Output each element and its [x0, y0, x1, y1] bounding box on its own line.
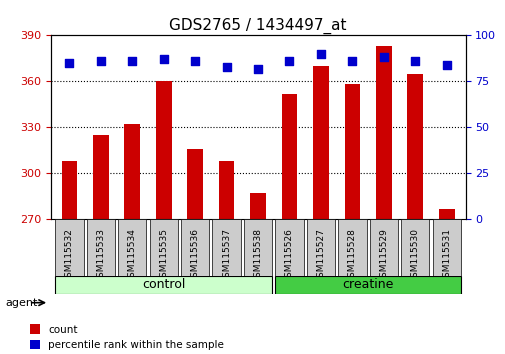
- Text: GSM115532: GSM115532: [65, 228, 74, 283]
- Bar: [93, 135, 109, 219]
- FancyBboxPatch shape: [369, 219, 397, 276]
- Bar: [375, 46, 391, 219]
- Text: GSM115527: GSM115527: [316, 228, 325, 283]
- FancyBboxPatch shape: [118, 219, 146, 276]
- Bar: [156, 81, 171, 219]
- Text: GSM115536: GSM115536: [190, 228, 199, 283]
- FancyBboxPatch shape: [243, 219, 272, 276]
- Point: [285, 58, 293, 64]
- Bar: [313, 66, 328, 219]
- FancyBboxPatch shape: [55, 219, 83, 276]
- FancyBboxPatch shape: [306, 219, 334, 276]
- FancyBboxPatch shape: [86, 219, 115, 276]
- FancyBboxPatch shape: [181, 219, 209, 276]
- Point: [347, 58, 356, 64]
- Title: GDS2765 / 1434497_at: GDS2765 / 1434497_at: [169, 18, 346, 34]
- Text: agent: agent: [5, 298, 37, 308]
- Text: GSM115538: GSM115538: [253, 228, 262, 283]
- Bar: [344, 85, 360, 219]
- Text: GSM115530: GSM115530: [410, 228, 419, 283]
- Point: [65, 60, 73, 66]
- Bar: [62, 161, 77, 219]
- FancyBboxPatch shape: [400, 219, 429, 276]
- Text: control: control: [142, 279, 185, 291]
- Point: [128, 58, 136, 64]
- Point: [96, 58, 105, 64]
- FancyBboxPatch shape: [337, 219, 366, 276]
- Text: GSM115533: GSM115533: [96, 228, 105, 283]
- Point: [160, 57, 168, 62]
- Legend: count, percentile rank within the sample: count, percentile rank within the sample: [25, 320, 228, 354]
- Bar: [187, 149, 203, 219]
- Point: [316, 51, 324, 57]
- Bar: [407, 74, 422, 219]
- Text: GSM115526: GSM115526: [284, 228, 293, 283]
- Bar: [249, 193, 266, 219]
- Point: [222, 64, 230, 69]
- Text: GSM115537: GSM115537: [222, 228, 231, 283]
- Text: GSM115534: GSM115534: [128, 228, 136, 283]
- Text: GSM115535: GSM115535: [159, 228, 168, 283]
- FancyBboxPatch shape: [432, 219, 460, 276]
- FancyBboxPatch shape: [275, 276, 460, 294]
- Text: creatine: creatine: [342, 279, 393, 291]
- Text: GSM115528: GSM115528: [347, 228, 356, 283]
- Text: GSM115529: GSM115529: [379, 228, 387, 283]
- Bar: [124, 124, 140, 219]
- Bar: [218, 161, 234, 219]
- Point: [442, 62, 450, 68]
- Bar: [438, 209, 453, 219]
- Point: [191, 58, 199, 64]
- FancyBboxPatch shape: [149, 219, 178, 276]
- Point: [411, 58, 419, 64]
- Bar: [281, 94, 297, 219]
- Text: GSM115531: GSM115531: [441, 228, 450, 283]
- FancyBboxPatch shape: [212, 219, 240, 276]
- FancyBboxPatch shape: [275, 219, 303, 276]
- Point: [379, 55, 387, 60]
- FancyBboxPatch shape: [55, 276, 272, 294]
- Point: [254, 66, 262, 72]
